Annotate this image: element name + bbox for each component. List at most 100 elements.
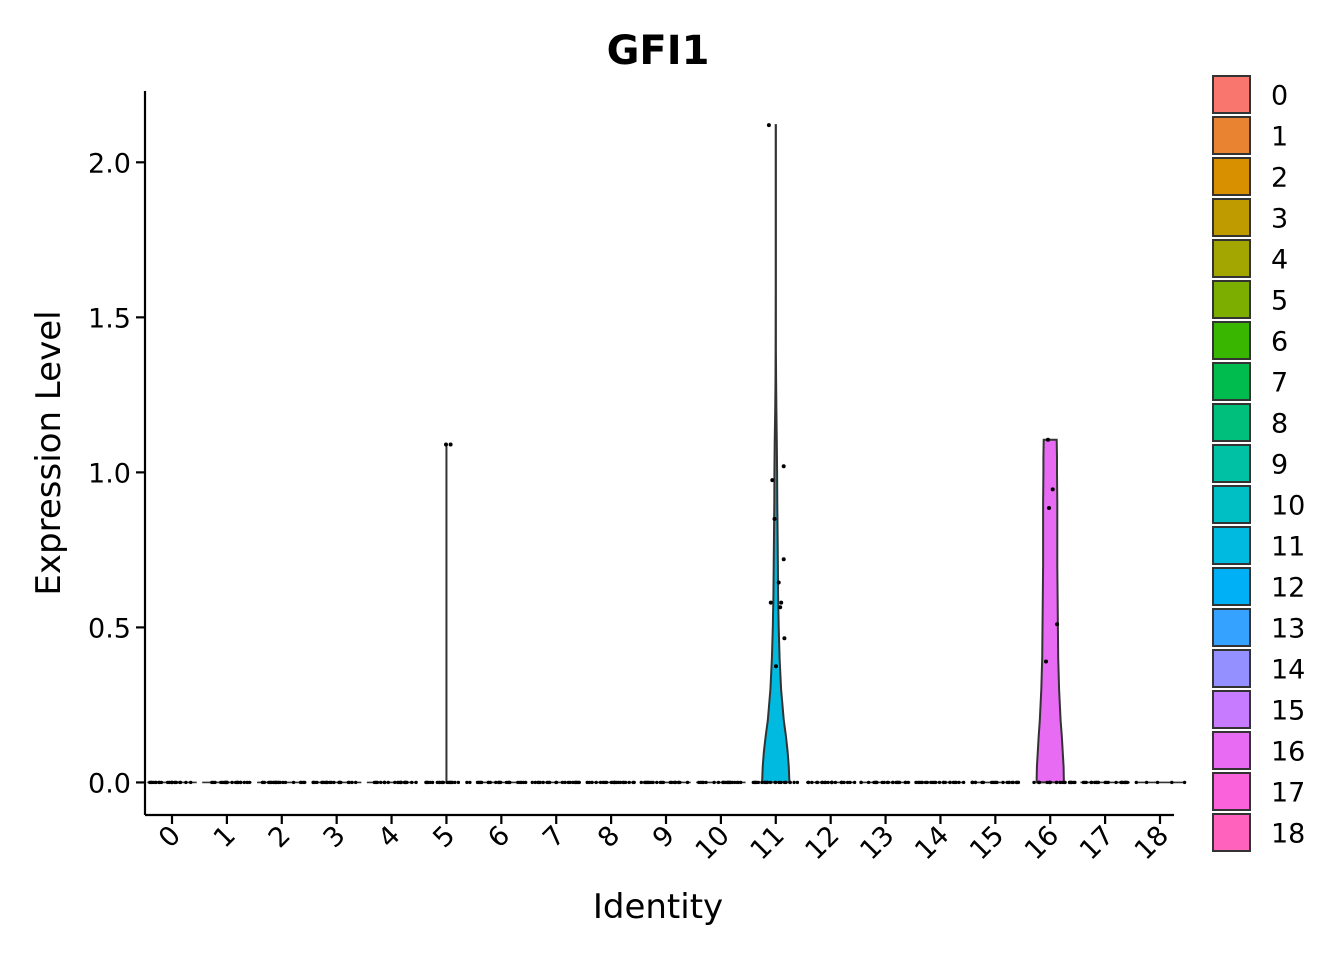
- x-tick-label: 2: [263, 820, 297, 854]
- legend-label: 10: [1271, 491, 1305, 522]
- violin-group-1: [202, 780, 252, 785]
- data-point: [238, 780, 243, 785]
- data-point: [448, 442, 453, 447]
- data-point: [393, 780, 397, 785]
- y-axis-label: Expression Level: [29, 310, 69, 595]
- data-point: [920, 780, 924, 785]
- data-point: [1182, 780, 1187, 785]
- data-point: [957, 780, 961, 785]
- data-point: [404, 780, 408, 785]
- data-point: [848, 780, 852, 785]
- data-point: [639, 780, 643, 785]
- y-tick-label: 0.5: [88, 613, 131, 644]
- data-point: [587, 780, 592, 785]
- data-point: [575, 780, 579, 785]
- data-point: [456, 780, 461, 785]
- legend-swatch: [1212, 362, 1251, 401]
- data-point: [154, 780, 158, 785]
- violin-group-18: [1134, 780, 1187, 785]
- data-point: [325, 780, 330, 785]
- data-point: [291, 780, 296, 785]
- data-point: [414, 780, 418, 785]
- legend-label: 11: [1271, 532, 1305, 563]
- data-point: [1037, 780, 1042, 785]
- data-point: [810, 780, 814, 785]
- legend-label: 5: [1271, 286, 1288, 317]
- data-point: [776, 580, 781, 585]
- data-point: [444, 442, 448, 447]
- data-point: [733, 780, 737, 785]
- legend-swatch: [1212, 198, 1251, 237]
- x-tick-label: 16: [1019, 820, 1065, 866]
- data-point: [685, 780, 690, 785]
- legend-swatch: [1212, 526, 1251, 565]
- data-point: [1058, 780, 1062, 785]
- data-point: [781, 557, 786, 562]
- legend-label: 1: [1271, 122, 1288, 153]
- data-point: [410, 780, 414, 785]
- data-point: [766, 123, 771, 128]
- data-point: [627, 780, 631, 785]
- data-point: [497, 780, 501, 785]
- data-point: [770, 478, 775, 483]
- data-point: [1046, 437, 1050, 442]
- data-point: [721, 780, 725, 785]
- legend-label: 9: [1271, 450, 1288, 481]
- data-point: [604, 780, 609, 785]
- data-point: [1084, 780, 1088, 785]
- x-tick-label: 0: [153, 820, 187, 854]
- legend-label: 12: [1271, 573, 1305, 604]
- data-point: [914, 780, 918, 785]
- data-point: [875, 780, 879, 785]
- data-point: [1119, 780, 1123, 785]
- violin-group-17: [1080, 780, 1130, 785]
- data-point: [399, 780, 403, 785]
- legend-swatch: [1212, 608, 1251, 647]
- legend-swatch: [1212, 444, 1251, 483]
- data-point: [1032, 780, 1036, 785]
- data-point: [658, 780, 663, 785]
- data-point: [453, 780, 457, 785]
- violin-group-0: [147, 780, 197, 785]
- data-point: [563, 780, 567, 785]
- data-point: [311, 780, 316, 785]
- legend-swatch: [1212, 403, 1251, 442]
- data-point: [568, 780, 572, 785]
- data-point: [424, 780, 428, 785]
- data-point: [739, 780, 743, 785]
- violin-group-3: [311, 780, 362, 785]
- data-point: [933, 780, 938, 785]
- data-point: [1001, 780, 1005, 785]
- data-point: [211, 780, 215, 785]
- data-point: [616, 780, 620, 785]
- legend-swatch: [1212, 649, 1251, 688]
- data-point: [598, 780, 603, 785]
- data-point: [1063, 780, 1067, 785]
- data-point: [948, 780, 952, 785]
- data-point: [1055, 622, 1060, 627]
- data-point: [779, 600, 784, 605]
- data-point: [1016, 780, 1021, 785]
- data-point: [479, 780, 484, 785]
- data-point: [891, 780, 895, 785]
- data-point: [906, 780, 910, 785]
- data-point: [859, 780, 863, 785]
- data-point: [440, 780, 444, 785]
- data-point: [350, 780, 354, 785]
- data-point: [768, 600, 773, 605]
- data-point: [677, 780, 681, 785]
- violin-group-15: [970, 780, 1021, 785]
- data-point: [826, 780, 830, 785]
- legend-label: 15: [1271, 696, 1305, 727]
- data-point: [925, 780, 929, 785]
- data-point: [929, 780, 933, 785]
- legend-label: 14: [1271, 655, 1305, 686]
- data-point: [735, 780, 739, 785]
- data-point: [159, 780, 164, 785]
- data-point: [1050, 487, 1055, 492]
- data-point: [833, 780, 838, 785]
- data-point: [262, 780, 267, 785]
- data-point: [173, 780, 177, 785]
